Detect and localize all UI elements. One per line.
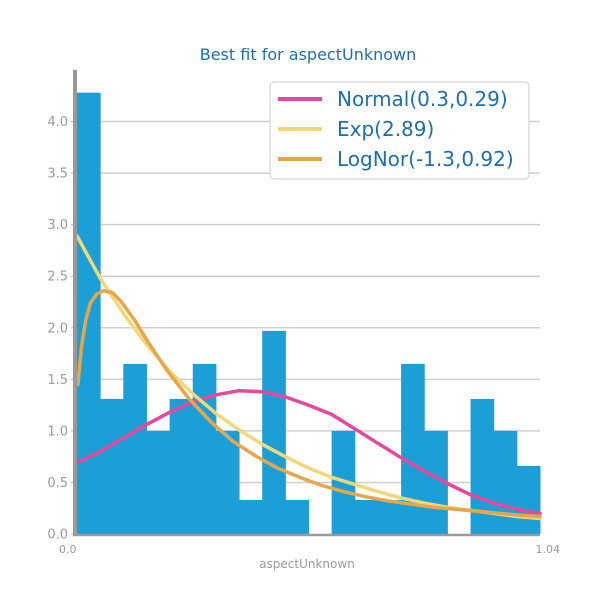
chart-title: Best fit for aspectUnknown bbox=[200, 45, 417, 64]
histogram-bar bbox=[493, 430, 518, 534]
legend: Normal(0.3,0.29) Exp(2.89) LogNor(-1.3,0.9… bbox=[269, 81, 530, 180]
histogram-bar bbox=[516, 465, 541, 534]
y-tick-label: 4.0 bbox=[47, 115, 68, 130]
histogram-bar bbox=[401, 363, 425, 534]
legend-label: Normal(0.3,0.29) bbox=[337, 87, 508, 111]
tick-labels: 0.0 0.5 1.0 1.5 2.0 2.5 3.0 3.5 4.0 0.0 1.04 bbox=[47, 115, 560, 556]
histogram-bar bbox=[239, 499, 263, 534]
histogram-bar bbox=[192, 363, 217, 534]
histogram-bar bbox=[123, 363, 147, 534]
fit-line-series bbox=[76, 288, 542, 519]
y-tick-label: 2.0 bbox=[47, 321, 68, 336]
y-tick-label: 1.0 bbox=[47, 424, 68, 439]
y-tick-label: 2.5 bbox=[47, 270, 68, 285]
histogram-bar bbox=[354, 499, 379, 534]
legend-box bbox=[269, 81, 530, 180]
x-axis-label: aspectUnknown bbox=[259, 557, 355, 571]
fit-line-series bbox=[75, 388, 542, 516]
histogram-bar bbox=[377, 499, 402, 534]
histogram-bar bbox=[146, 430, 171, 534]
histogram-bar bbox=[169, 398, 194, 534]
y-tick-label: 0.0 bbox=[47, 528, 68, 543]
fit-lines bbox=[75, 234, 542, 521]
histogram-bar bbox=[285, 499, 309, 534]
x-tick-label: 0.0 bbox=[59, 543, 77, 556]
histogram-bar bbox=[100, 398, 124, 534]
legend-label: Exp(2.89) bbox=[337, 117, 434, 141]
axes bbox=[73, 70, 540, 537]
histogram-bar bbox=[262, 330, 286, 534]
legend-label: LogNor(-1.3,0.92) bbox=[337, 147, 514, 171]
x-tick-label: 1.04 bbox=[536, 543, 561, 556]
y-tick-label: 1.5 bbox=[47, 373, 68, 388]
histogram-bar bbox=[215, 430, 240, 534]
y-tick-label: 3.0 bbox=[47, 218, 68, 233]
y-tick-label: 3.5 bbox=[47, 167, 68, 182]
y-tick-label: 0.5 bbox=[47, 476, 68, 491]
